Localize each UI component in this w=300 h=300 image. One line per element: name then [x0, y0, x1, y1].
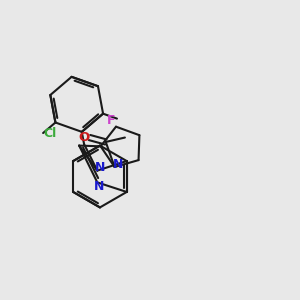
Text: F: F [107, 114, 115, 127]
Text: O: O [79, 131, 90, 144]
Text: N: N [113, 158, 124, 170]
Text: N: N [94, 160, 105, 174]
Text: N: N [94, 180, 104, 193]
Text: Cl: Cl [43, 127, 56, 140]
